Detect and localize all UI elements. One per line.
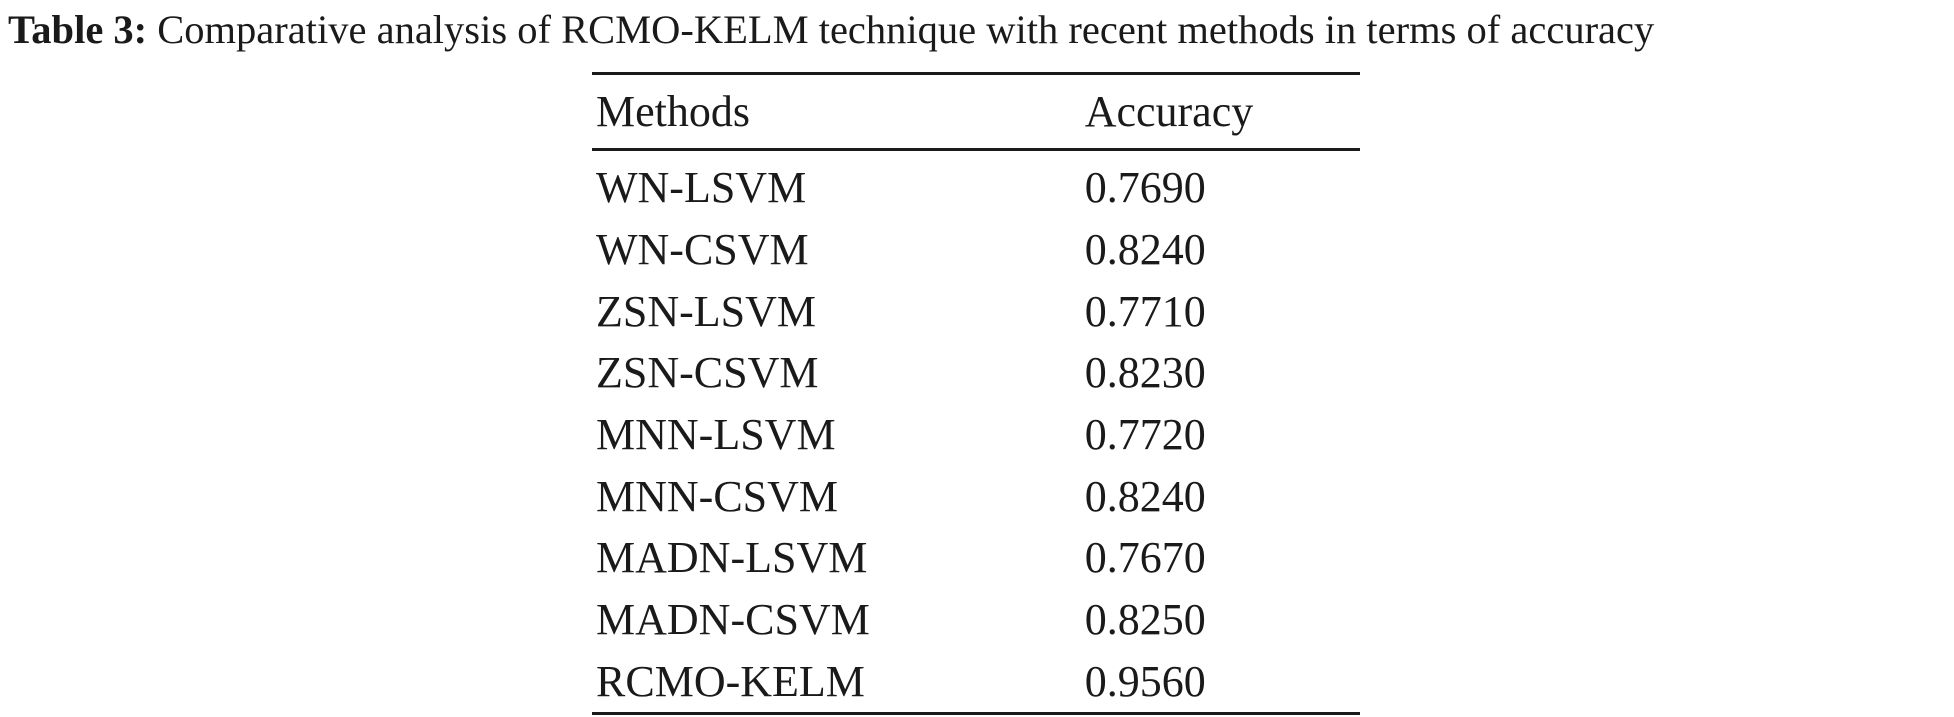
- table-row: MADN-LSVM 0.7670: [592, 527, 1360, 589]
- method-cell: WN-CSVM: [596, 225, 809, 275]
- header-methods: Methods: [596, 87, 750, 136]
- header-accuracy: Accuracy: [1084, 87, 1254, 136]
- method-cell: RCMO-KELM: [596, 656, 865, 706]
- table-caption-text: Comparative analysis of RCMO-KELM techni…: [147, 7, 1655, 52]
- table-caption: Table 3: Comparative analysis of RCMO-KE…: [8, 4, 1952, 56]
- accuracy-cell: 0.8240: [1084, 225, 1206, 275]
- table-caption-label: Table 3:: [8, 7, 148, 52]
- table-header-row: Methods Accuracy: [592, 73, 1360, 150]
- table-row: WN-CSVM 0.8240: [592, 219, 1360, 281]
- accuracy-cell: 0.7710: [1084, 286, 1206, 336]
- results-table-container: Methods Accuracy WN-LSVM 0.7690 WN-CSVM …: [592, 72, 1360, 715]
- method-cell: MADN-CSVM: [596, 595, 870, 645]
- table-row: ZSN-CSVM 0.8230: [592, 342, 1360, 404]
- method-cell: ZSN-CSVM: [596, 348, 819, 398]
- accuracy-cell: 0.8240: [1084, 471, 1206, 521]
- table-row: WN-LSVM 0.7690: [592, 150, 1360, 219]
- accuracy-cell: 0.9560: [1084, 656, 1206, 706]
- table-row: MNN-CSVM 0.8240: [592, 465, 1360, 527]
- accuracy-cell: 0.7690: [1084, 163, 1206, 213]
- accuracy-cell: 0.7670: [1084, 533, 1206, 583]
- table-row: ZSN-LSVM 0.7710: [592, 280, 1360, 342]
- accuracy-cell: 0.7720: [1084, 410, 1206, 460]
- accuracy-cell: 0.8230: [1084, 348, 1206, 398]
- results-table: Methods Accuracy WN-LSVM 0.7690 WN-CSVM …: [592, 72, 1360, 715]
- method-cell: MADN-LSVM: [596, 533, 868, 583]
- table-row: MNN-LSVM 0.7720: [592, 404, 1360, 466]
- table-row: MADN-CSVM 0.8250: [592, 589, 1360, 651]
- method-cell: ZSN-LSVM: [596, 286, 817, 336]
- method-cell: WN-LSVM: [596, 163, 807, 213]
- table-row: RCMO-KELM 0.9560: [592, 651, 1360, 714]
- method-cell: MNN-CSVM: [596, 471, 839, 521]
- accuracy-cell: 0.8250: [1084, 595, 1206, 645]
- method-cell: MNN-LSVM: [596, 410, 836, 460]
